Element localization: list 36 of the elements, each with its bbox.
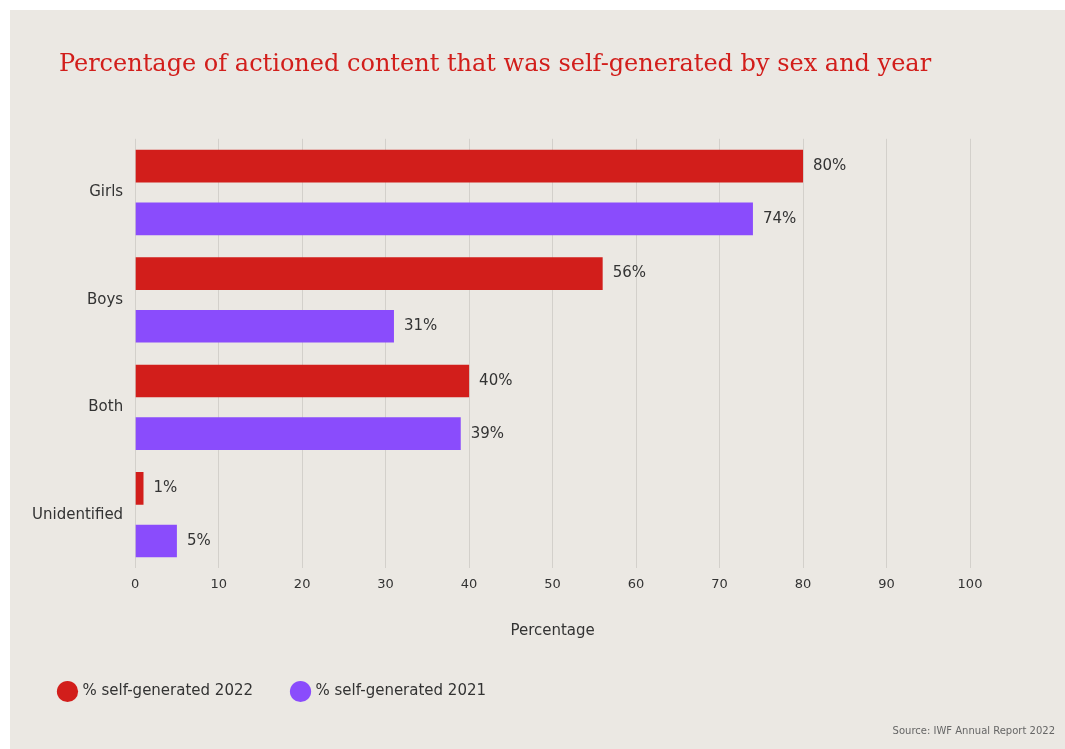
data-label: 40% [479,370,513,389]
data-label: 56% [612,263,647,282]
x-tick-label: 30 [377,575,394,591]
x-tick-label: 80 [794,575,812,591]
y-tick-label: Girls [89,182,124,201]
legend-label: % self-generated 2022 [82,681,254,700]
bar [135,202,753,236]
legend-label: % self-generated 2021 [315,681,487,700]
x-tick-label: 40 [460,575,478,591]
data-label: 1% [153,478,178,497]
x-tick-label: 60 [627,575,645,591]
bar [135,257,603,290]
x-axis-title: Percentage [510,620,595,639]
source-note: Source: IWF Annual Report 2022 [892,724,1055,736]
data-label: 74% [762,208,797,227]
x-tick-label: 20 [293,575,311,591]
x-tick-label: 90 [878,575,895,591]
bar [135,417,461,450]
x-tick-label: 70 [711,575,728,591]
data-label: 39% [470,423,505,442]
x-tick-label: 100 [957,575,983,591]
x-tick-label: 10 [210,575,227,591]
data-label: 31% [403,316,438,335]
bar [135,364,470,398]
x-tick-label: 0 [131,575,140,591]
bar [135,524,177,558]
data-label: 5% [186,530,211,549]
chart-title: Percentage of actioned content that was self-generated by sex and year [58,48,932,77]
y-tick-label: Unidentified [31,504,124,523]
y-tick-label: Both [88,397,124,416]
bar [135,472,144,505]
bar [135,149,804,183]
x-tick-label: 50 [544,575,561,591]
y-tick-label: Boys [86,289,124,308]
data-label: 80% [813,156,847,175]
bar [135,309,394,343]
